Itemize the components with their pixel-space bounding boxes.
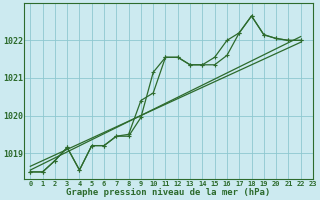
X-axis label: Graphe pression niveau de la mer (hPa): Graphe pression niveau de la mer (hPa) [67,188,271,197]
